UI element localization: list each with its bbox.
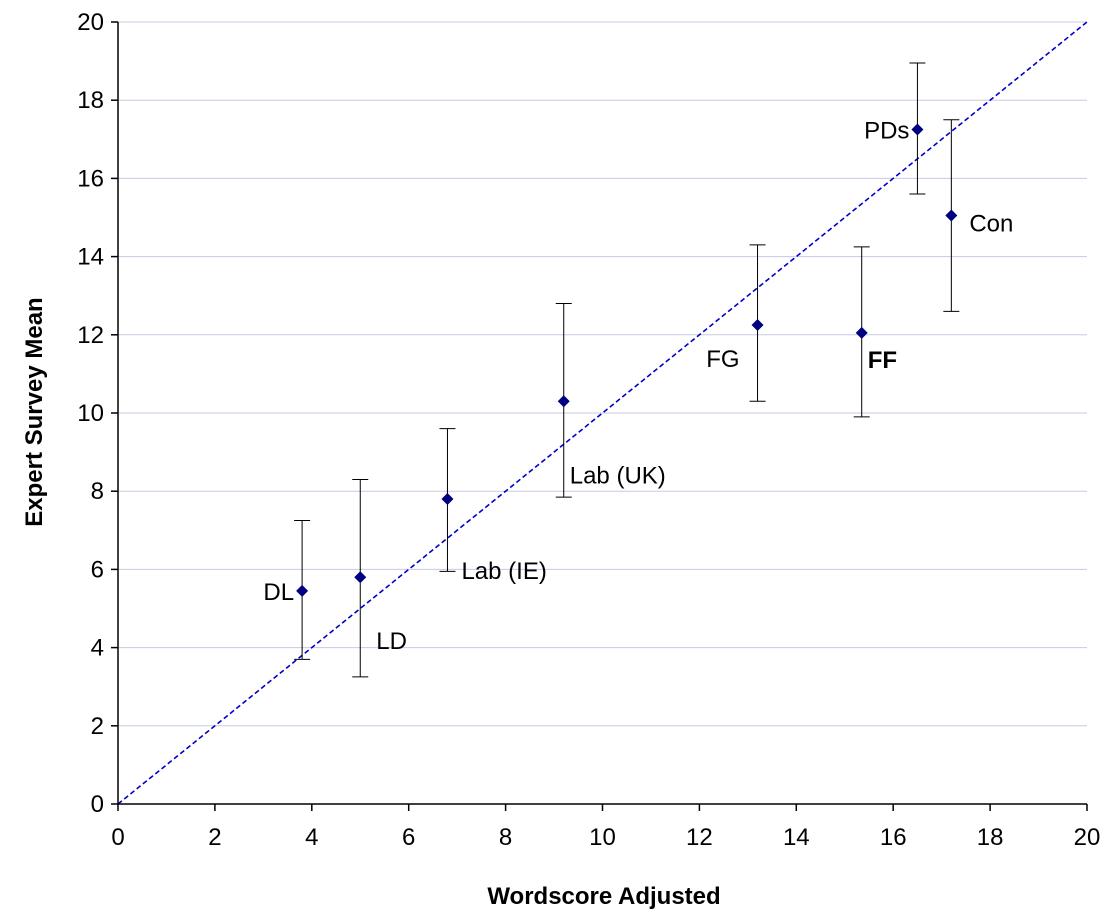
x-tick-label: 2 [208,824,221,851]
error-bars [294,62,960,678]
x-tick-label: 8 [499,824,512,851]
tick-labels: 0 2 4 6 8 10 12 14 16 18 20 0 2 4 6 8 10 12 14 16 18 20 [77,9,1100,851]
y-tick-label: 6 [91,556,104,583]
y-tick-label: 8 [91,478,104,505]
gridlines [118,21,1087,727]
y-tick-label: 14 [77,244,104,271]
y-tick-label: 18 [77,87,104,114]
x-tick-label: 18 [977,824,1004,851]
x-tick-label: 12 [686,824,713,851]
point-labels: DL LD Lab (IE) Lab (UK) FG FF PDs Con [263,118,1013,656]
point-label: Lab (IE) [461,558,546,585]
data-point [296,584,309,597]
point-label: Lab (UK) [570,462,666,489]
data-point [945,209,958,222]
point-label: PDs [864,118,909,145]
x-tick-label: 4 [305,824,318,851]
y-tick-label: 10 [77,400,104,427]
point-label: FG [706,346,739,373]
y-tick-label: 0 [91,791,104,818]
x-tick-label: 0 [111,824,124,851]
x-tick-label: 10 [589,824,616,851]
y-tick-label: 4 [91,635,104,662]
point-label: DL [263,579,294,606]
data-points [296,123,958,597]
y-tick-label: 12 [77,322,104,349]
data-point [441,493,454,506]
data-point [855,326,868,339]
x-tick-label: 16 [880,824,907,851]
x-tick-label: 6 [402,824,415,851]
y-tick-label: 20 [77,9,104,36]
point-label: LD [376,628,407,655]
y-tick-label: 2 [91,713,104,740]
data-point [557,395,570,408]
data-point [911,123,924,136]
point-label: Con [969,211,1013,238]
axes [111,21,1088,811]
x-tick-label: 20 [1074,824,1101,851]
y-axis-title: Expert Survey Mean [21,297,48,526]
x-axis-title: Wordscore Adjusted [487,883,720,910]
x-tick-label: 14 [783,824,810,851]
data-point [354,571,367,584]
y-tick-label: 16 [77,165,104,192]
point-label: FF [868,347,897,374]
data-point [751,319,764,332]
